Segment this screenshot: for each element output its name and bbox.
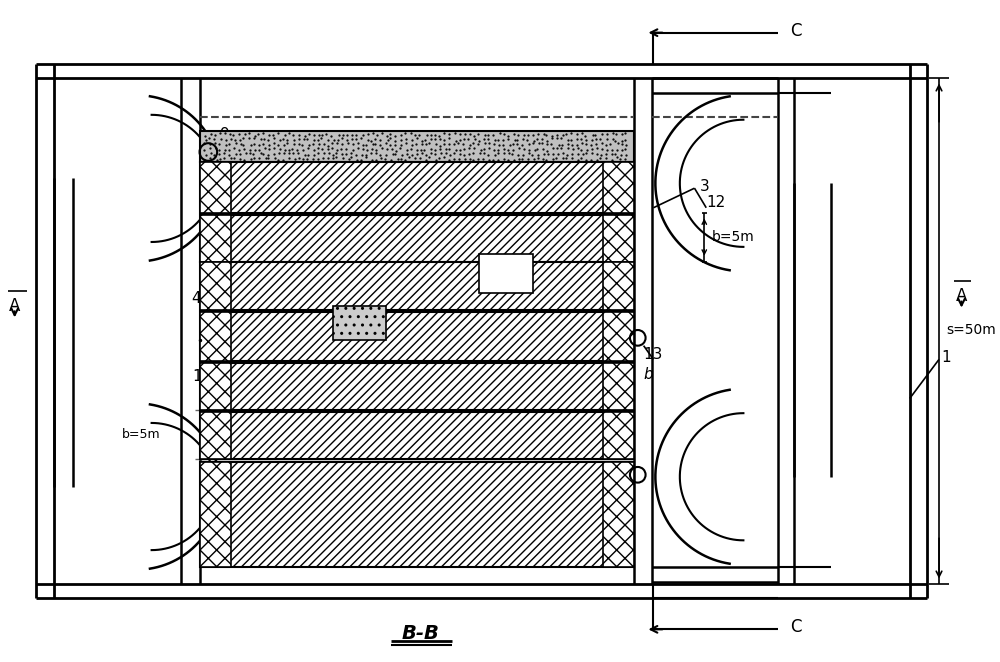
Bar <box>200 462 634 567</box>
Bar <box>603 312 634 361</box>
Text: 9: 9 <box>220 127 230 142</box>
Bar <box>603 162 634 213</box>
Text: B-B: B-B <box>402 624 440 643</box>
Bar <box>200 462 231 567</box>
Bar <box>603 261 634 310</box>
Bar <box>200 261 231 310</box>
Bar <box>200 363 231 410</box>
Bar <box>200 162 634 213</box>
Text: 8: 8 <box>626 481 636 496</box>
Text: 上分层工作面推进方向: 上分层工作面推进方向 <box>504 255 579 268</box>
Text: C: C <box>790 618 802 636</box>
Text: b=5m: b=5m <box>122 428 161 441</box>
Text: 1: 1 <box>941 350 951 365</box>
Bar <box>200 214 231 261</box>
Text: 3: 3 <box>699 179 709 194</box>
Bar <box>200 312 634 361</box>
Text: C: C <box>790 22 802 40</box>
Text: A: A <box>9 297 20 314</box>
Bar <box>333 306 386 340</box>
Text: A: A <box>956 287 967 305</box>
Bar <box>200 363 634 410</box>
Bar <box>200 214 634 261</box>
Bar <box>200 412 231 459</box>
Bar <box>200 132 634 162</box>
Text: 11: 11 <box>193 369 212 385</box>
Text: 13: 13 <box>644 347 663 362</box>
Text: b: b <box>644 367 653 381</box>
Bar <box>603 363 634 410</box>
Text: s=50m: s=50m <box>946 323 996 337</box>
Bar <box>200 412 634 459</box>
Bar <box>200 162 231 213</box>
Text: 4: 4 <box>192 291 201 307</box>
Bar <box>200 261 634 310</box>
Bar <box>479 254 533 293</box>
Text: 10: 10 <box>585 295 604 310</box>
Text: 下分层工作面推进方向: 下分层工作面推进方向 <box>357 307 432 320</box>
Bar <box>603 412 634 459</box>
Bar <box>603 214 634 261</box>
Bar <box>200 312 231 361</box>
Bar <box>603 462 634 567</box>
Text: 12: 12 <box>706 195 725 211</box>
Text: b=5m: b=5m <box>712 230 755 244</box>
